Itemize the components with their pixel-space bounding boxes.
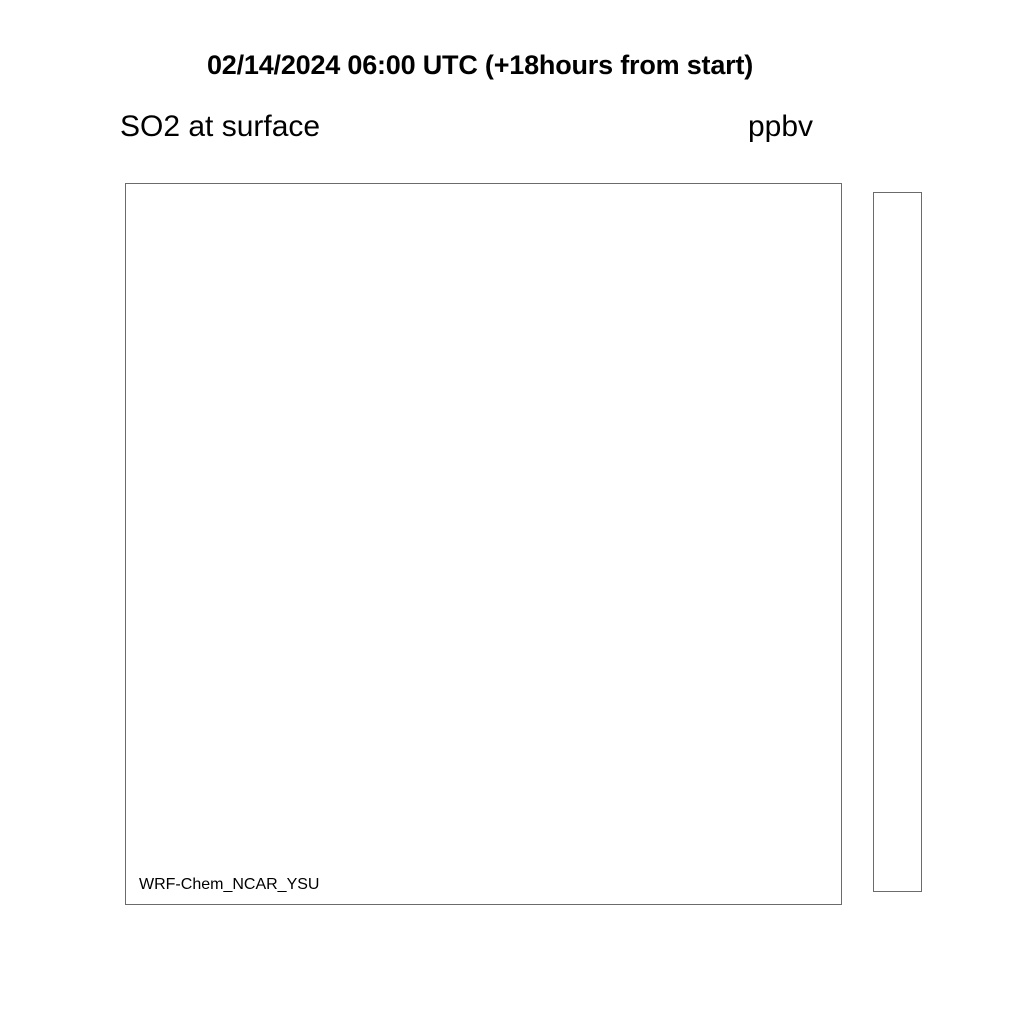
colorbar[interactable] <box>873 192 922 892</box>
variable-label: SO2 at surface <box>120 110 321 143</box>
so2-concentration-field <box>126 184 841 904</box>
page-title: 02/14/2024 06:00 UTC (+18hours from star… <box>206 50 754 80</box>
model-watermark: WRF-Chem_NCAR_YSU <box>132 873 327 898</box>
coastline-overlay <box>126 184 841 904</box>
map-plot-area[interactable]: WRF-Chem_NCAR_YSU <box>125 183 842 905</box>
units-label: ppbv <box>748 110 814 143</box>
